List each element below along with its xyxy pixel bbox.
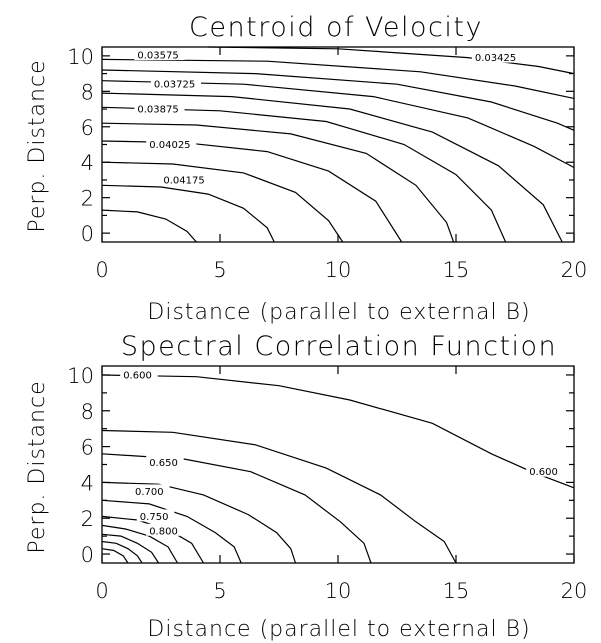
y-tick-label: 8 bbox=[81, 400, 94, 424]
y-tick-label: 0 bbox=[81, 222, 94, 246]
contour-line bbox=[101, 453, 372, 564]
x-tick-label: 15 bbox=[443, 579, 470, 603]
x-tick-label: 5 bbox=[213, 258, 226, 282]
contour-line bbox=[101, 92, 563, 243]
y-tick-label: 2 bbox=[81, 187, 94, 211]
contour-label-background bbox=[136, 509, 175, 522]
contour-line bbox=[101, 184, 275, 243]
contour-line bbox=[101, 209, 197, 243]
plot-frame bbox=[101, 46, 575, 243]
contour-lines bbox=[101, 46, 575, 243]
contour-labels: 0.04175 0.04025 0.03875 0.03725 0.03575 0.034… bbox=[134, 48, 522, 187]
contour-label-background bbox=[132, 484, 170, 497]
contour-line bbox=[101, 140, 403, 243]
y-tick-label: 4 bbox=[81, 151, 94, 175]
contour-line bbox=[101, 80, 575, 169]
contour-line bbox=[101, 524, 179, 564]
x-tick-label: 5 bbox=[213, 579, 226, 603]
contour-label-background bbox=[146, 455, 184, 468]
contour-label-background bbox=[120, 368, 158, 380]
contour-label: 0.600 bbox=[529, 467, 558, 478]
y-tick-label: 10 bbox=[67, 364, 94, 388]
contour-line bbox=[101, 499, 242, 564]
contour-line bbox=[101, 429, 457, 564]
contour-line bbox=[101, 122, 455, 243]
y-tick-label: 8 bbox=[81, 80, 94, 104]
chart-title: Centroid of Velocity bbox=[189, 12, 483, 43]
contour-label-background bbox=[471, 50, 522, 63]
contour-label-background bbox=[160, 173, 211, 185]
contour-label-background bbox=[146, 523, 184, 536]
contour-label: 0.03425 bbox=[475, 53, 516, 64]
x-tick-label: 10 bbox=[325, 579, 352, 603]
centroid-of-velocity-plot: Centroid of Velocity Perp. Distance Dist… bbox=[25, 12, 587, 325]
contour-label: 0.800 bbox=[149, 526, 178, 537]
axes: 0 5 10 15 20 0 2 4 6 8 10 bbox=[67, 364, 587, 603]
contour-label: 0.650 bbox=[149, 458, 178, 469]
contour-line bbox=[208, 46, 575, 75]
x-tick-label: 0 bbox=[95, 579, 108, 603]
plot-frame bbox=[101, 365, 575, 564]
contour-line bbox=[101, 515, 205, 564]
contour-label-background bbox=[146, 137, 197, 150]
y-tick-label: 0 bbox=[81, 543, 94, 567]
contour-label: 0.04175 bbox=[163, 176, 204, 187]
x-tick-label: 20 bbox=[561, 258, 588, 282]
contour-line bbox=[101, 161, 344, 243]
contour-labels: 0.600 0.600 0.650 0.700 0.750 0.800 bbox=[120, 368, 564, 537]
contour-label: 0.03725 bbox=[154, 80, 195, 91]
contour-line bbox=[101, 58, 575, 99]
chart-title: Spectral Correlation Function bbox=[121, 331, 557, 362]
contour-label-background bbox=[150, 77, 201, 90]
axes: 0 5 10 15 20 0 2 4 6 8 10 bbox=[67, 45, 587, 282]
contour-label: 0.04025 bbox=[149, 140, 190, 151]
x-tick-label: 15 bbox=[443, 258, 470, 282]
contour-line bbox=[101, 106, 507, 243]
spectral-correlation-function-plot: Spectral Correlation Function Perp. Dist… bbox=[25, 331, 587, 642]
contour-label: 0.700 bbox=[135, 487, 164, 498]
contour-label-background bbox=[134, 48, 185, 60]
contour-line bbox=[101, 540, 143, 564]
x-tick-label: 0 bbox=[95, 258, 108, 282]
contour-label-background bbox=[134, 102, 185, 114]
y-tick-label: 6 bbox=[81, 436, 94, 460]
contour-label: 0.600 bbox=[123, 371, 152, 382]
contour-line bbox=[101, 69, 575, 131]
contour-label-background bbox=[526, 464, 564, 477]
contour-label: 0.03875 bbox=[137, 105, 178, 116]
contour-line bbox=[101, 481, 297, 564]
y-tick-label: 6 bbox=[81, 116, 94, 140]
contour-line bbox=[101, 548, 129, 564]
x-axis-label: Distance (parallel to external B) bbox=[147, 617, 530, 642]
contour-label: 0.03575 bbox=[137, 51, 178, 62]
contour-label: 0.750 bbox=[140, 512, 169, 523]
x-axis-label: Distance (parallel to external B) bbox=[147, 300, 530, 325]
y-tick-label: 2 bbox=[81, 507, 94, 531]
y-tick-label: 4 bbox=[81, 471, 94, 495]
x-tick-label: 20 bbox=[561, 579, 588, 603]
y-axis-label: Perp. Distance bbox=[25, 380, 50, 553]
x-tick-label: 10 bbox=[325, 258, 352, 282]
y-axis-label: Perp. Distance bbox=[25, 59, 50, 232]
y-tick-label: 10 bbox=[67, 45, 94, 69]
contour-line bbox=[101, 374, 575, 489]
contour-line bbox=[101, 533, 160, 564]
